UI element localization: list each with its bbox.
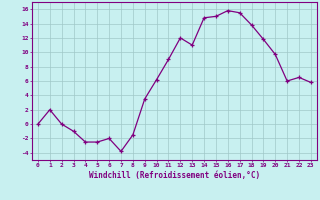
X-axis label: Windchill (Refroidissement éolien,°C): Windchill (Refroidissement éolien,°C) bbox=[89, 171, 260, 180]
